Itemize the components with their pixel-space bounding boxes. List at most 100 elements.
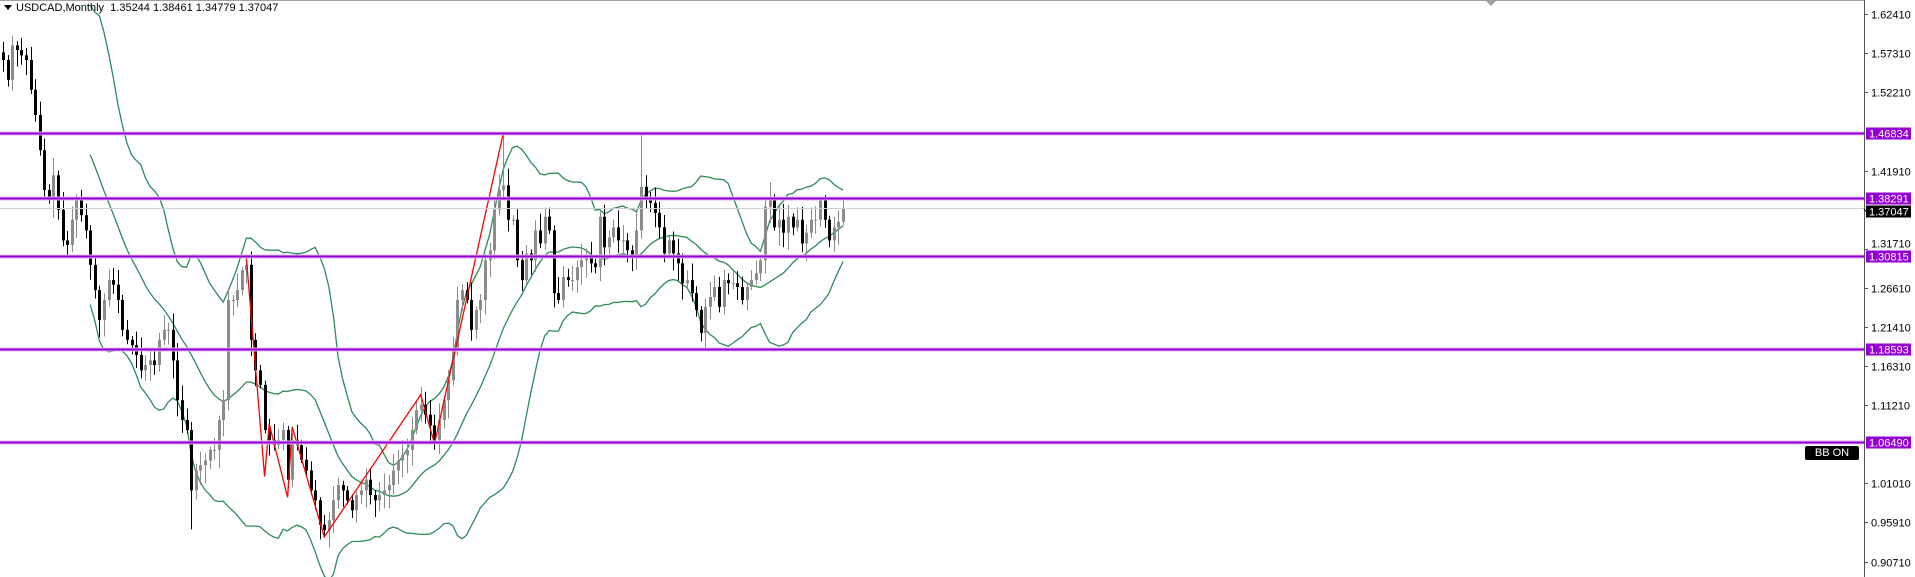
- candle-body: [824, 199, 827, 220]
- candle-body: [792, 216, 795, 228]
- candle-body: [20, 50, 23, 56]
- candle-body: [782, 219, 785, 233]
- candle-body: [204, 460, 207, 466]
- candle-body: [713, 287, 716, 297]
- level-price-label-bg: [1866, 343, 1911, 356]
- candle-body: [571, 280, 574, 282]
- candle-body: [433, 425, 436, 440]
- candle-body: [502, 185, 505, 190]
- candle-body: [544, 216, 547, 244]
- candle-body: [103, 300, 106, 320]
- candle-body: [397, 460, 400, 471]
- chart-shift-marker[interactable]: [1486, 1, 1496, 6]
- candle-body: [222, 400, 225, 421]
- candle-body: [378, 494, 381, 501]
- candle-body: [291, 439, 294, 480]
- candle-body: [383, 490, 386, 495]
- candle-body: [663, 227, 666, 254]
- ohlc-readout: 1.35244 1.38461 1.34779 1.37047: [110, 2, 279, 14]
- candle-body: [254, 339, 257, 371]
- level-price-label: 1.18593: [1869, 345, 1909, 357]
- y-tick-label: 1.26610: [1871, 284, 1911, 296]
- candle-body: [819, 199, 822, 220]
- candle-body: [750, 280, 753, 288]
- candle-body: [245, 264, 248, 271]
- candle-body: [172, 329, 175, 361]
- candle-body: [626, 240, 629, 251]
- candle-body: [617, 227, 620, 241]
- candle-body: [622, 240, 625, 242]
- candle-body: [48, 189, 51, 200]
- y-tick-label: 1.16310: [1871, 362, 1911, 374]
- y-tick-label: 1.21410: [1871, 323, 1911, 335]
- candle-body: [548, 216, 551, 231]
- candle-body: [360, 490, 363, 495]
- candle-body: [507, 185, 510, 220]
- level-price-label: 1.06490: [1869, 438, 1909, 450]
- candle-body: [268, 429, 271, 440]
- candle-body: [796, 219, 799, 228]
- candle-body: [456, 300, 459, 350]
- y-tick-label: 1.01010: [1871, 479, 1911, 491]
- candle-body: [195, 470, 198, 491]
- symbol-timeframe: USDCAD,Monthly: [16, 2, 105, 14]
- candle-body: [144, 364, 147, 371]
- candle-body: [305, 459, 308, 471]
- candle-body: [704, 306, 707, 333]
- candle-body: [149, 360, 152, 365]
- candle-body: [837, 221, 840, 228]
- candle-body: [181, 400, 184, 421]
- candle-body: [764, 206, 767, 261]
- candle-body: [369, 479, 372, 495]
- candle-body: [746, 287, 749, 301]
- candle-body: [117, 284, 120, 301]
- candle-body: [186, 420, 189, 430]
- candle-body: [250, 264, 253, 340]
- candle-body: [163, 329, 166, 340]
- candle-body: [778, 219, 781, 228]
- candle-body: [213, 449, 216, 451]
- candle-body: [493, 209, 496, 251]
- candle-body: [259, 370, 262, 385]
- y-tick-label: 1.41910: [1871, 167, 1911, 179]
- y-tick-label: 1.11210: [1871, 401, 1910, 413]
- candle-body: [94, 264, 97, 291]
- candle-body: [342, 485, 345, 491]
- candle-body: [521, 260, 524, 281]
- candles: [2, 35, 845, 548]
- candle-body: [718, 287, 721, 307]
- candle-body: [332, 500, 335, 521]
- y-tick-label: 1.52210: [1871, 88, 1911, 100]
- candle-body: [62, 209, 65, 241]
- candle-body: [11, 45, 14, 80]
- candle-body: [57, 175, 60, 210]
- candle-body: [98, 290, 101, 320]
- candle-body: [71, 219, 74, 245]
- candle-body: [406, 449, 409, 456]
- level-price-label-bg: [1866, 192, 1911, 205]
- candle-body: [411, 429, 414, 450]
- candle-body: [282, 429, 285, 440]
- candle-body: [176, 360, 179, 401]
- candle-body: [512, 219, 515, 221]
- bb-on-label[interactable]: BB ON: [1805, 446, 1859, 460]
- candle-body: [810, 219, 813, 233]
- current-price-label-bg: [1866, 205, 1911, 218]
- candle-body: [635, 230, 638, 258]
- candle-body: [668, 240, 671, 254]
- candle-body: [25, 55, 28, 60]
- candle-body: [75, 199, 78, 220]
- candle-body: [438, 420, 441, 440]
- candle-body: [562, 277, 565, 301]
- candle-body: [801, 219, 804, 244]
- dropdown-triangle-icon[interactable]: [4, 5, 12, 10]
- y-tick-label: 0.90710: [1871, 558, 1911, 570]
- candle-body: [374, 494, 377, 501]
- zigzag: [245, 133, 504, 539]
- zigzag-line: [245, 133, 504, 539]
- level-price-label-bg: [1866, 127, 1911, 140]
- candle-body: [420, 404, 423, 411]
- candle-body: [769, 199, 772, 207]
- candle-body: [323, 524, 326, 531]
